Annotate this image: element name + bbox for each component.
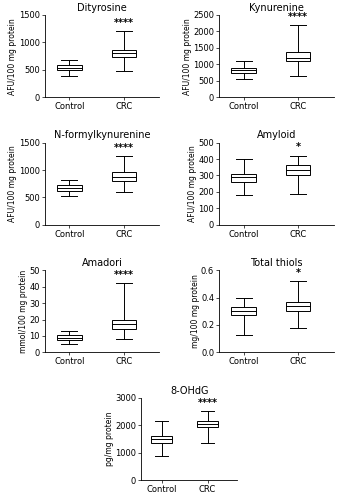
Text: ****: **** (114, 18, 134, 28)
Y-axis label: AFU/100 mg protein: AFU/100 mg protein (188, 146, 197, 222)
Y-axis label: mmol/100 mg protein: mmol/100 mg protein (19, 270, 28, 353)
Title: N-formylkynurenine: N-formylkynurenine (54, 130, 150, 140)
Text: *: * (296, 268, 301, 278)
FancyBboxPatch shape (111, 50, 136, 57)
Y-axis label: pg/mg protein: pg/mg protein (105, 412, 114, 466)
Text: ****: **** (197, 398, 217, 408)
Title: Kynurenine: Kynurenine (249, 3, 304, 13)
Title: 8-OHdG: 8-OHdG (170, 386, 208, 396)
FancyBboxPatch shape (57, 185, 82, 191)
Title: Amyloid: Amyloid (257, 130, 296, 140)
FancyBboxPatch shape (231, 68, 256, 73)
Y-axis label: AFU/100 mg protein: AFU/100 mg protein (183, 18, 192, 94)
Y-axis label: mg/100 mg protein: mg/100 mg protein (191, 274, 200, 348)
FancyBboxPatch shape (286, 302, 311, 312)
Y-axis label: AFU/100 mg protein: AFU/100 mg protein (9, 18, 18, 94)
Title: Amadori: Amadori (82, 258, 122, 268)
Text: *: * (296, 142, 301, 152)
FancyBboxPatch shape (111, 172, 136, 181)
FancyBboxPatch shape (286, 52, 311, 61)
Text: ****: **** (114, 270, 134, 280)
Y-axis label: AFU/100 mg protein: AFU/100 mg protein (9, 146, 18, 222)
FancyBboxPatch shape (231, 174, 256, 182)
Text: ****: **** (288, 12, 308, 22)
FancyBboxPatch shape (57, 66, 82, 70)
FancyBboxPatch shape (151, 436, 172, 443)
FancyBboxPatch shape (286, 165, 311, 174)
FancyBboxPatch shape (57, 335, 82, 340)
FancyBboxPatch shape (197, 421, 218, 426)
Text: ****: **** (114, 143, 134, 153)
FancyBboxPatch shape (111, 320, 136, 330)
Title: Dityrosine: Dityrosine (77, 3, 127, 13)
Title: Total thiols: Total thiols (250, 258, 303, 268)
FancyBboxPatch shape (231, 307, 256, 316)
